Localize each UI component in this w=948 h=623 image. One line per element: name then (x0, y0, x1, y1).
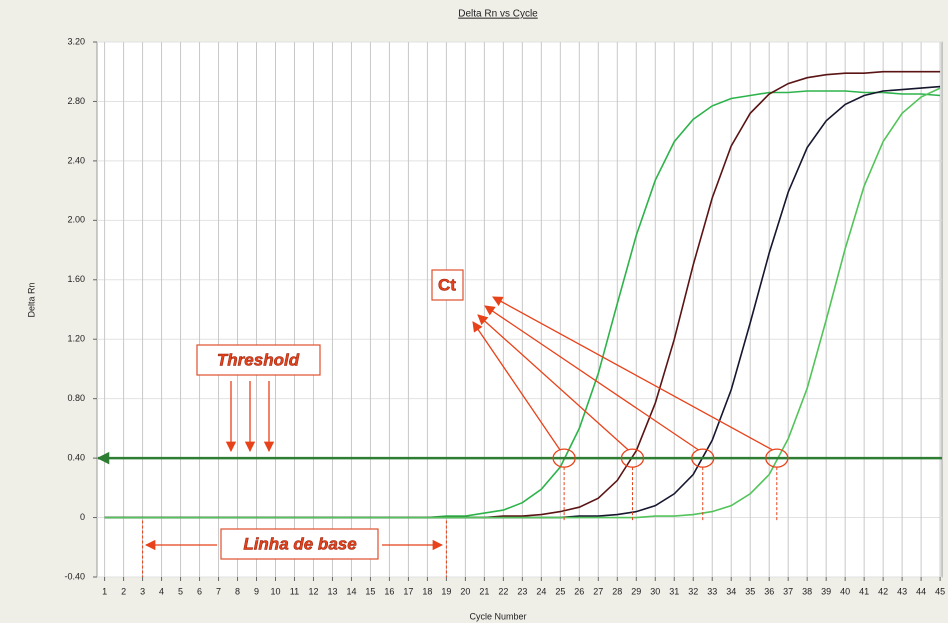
y-tick-label: 2.00 (67, 215, 85, 225)
y-tick-label: 2.40 (67, 155, 85, 165)
x-tick-label: 15 (365, 586, 375, 596)
x-tick-label: 27 (593, 586, 603, 596)
threshold-label: Threshold (217, 350, 300, 369)
y-tick-label: 1.20 (67, 334, 85, 344)
x-tick-label: 38 (802, 586, 812, 596)
x-tick-label: 40 (840, 586, 850, 596)
x-tick-label: 25 (555, 586, 565, 596)
annotations: Threshold Ct Linha de base (142, 269, 789, 577)
y-tick-label: 1.60 (67, 274, 85, 284)
y-tick-label: 0.80 (67, 393, 85, 403)
x-tick-label: 44 (916, 586, 926, 596)
x-tick-label: 28 (612, 586, 622, 596)
baseline-label: Linha de base (243, 534, 356, 553)
x-tick-label: 16 (384, 586, 394, 596)
x-tick-label: 36 (764, 586, 774, 596)
x-tick-label: 21 (479, 586, 489, 596)
x-tick-label: 9 (254, 586, 259, 596)
x-tick-label: 13 (327, 586, 337, 596)
x-tick-label: 8 (235, 586, 240, 596)
y-tick-label: 0.40 (67, 452, 85, 462)
x-tick-label: 3 (140, 586, 145, 596)
baseline-box (220, 528, 379, 560)
y-tick-label: 3.20 (67, 36, 85, 46)
x-tick-label: 45 (935, 586, 945, 596)
chart-title: Delta Rn vs Cycle (458, 9, 538, 20)
x-tick-label: 14 (346, 586, 356, 596)
x-tick-label: 6 (197, 586, 202, 596)
grid (97, 41, 942, 578)
x-tick-label: 43 (897, 586, 907, 596)
x-tick-label: 32 (688, 586, 698, 596)
x-tick-label: 12 (308, 586, 318, 596)
x-tick-label: 42 (878, 586, 888, 596)
x-tick-label: 22 (498, 586, 508, 596)
x-tick-label: 39 (821, 586, 831, 596)
y-axis-label: Delta Rn (26, 282, 36, 317)
ct-arrow (472, 321, 561, 451)
ct-label: Ct (438, 275, 456, 294)
ct-arrow (477, 314, 629, 451)
x-tick-label: 4 (159, 586, 164, 596)
x-tick-label: 5 (178, 586, 183, 596)
x-tick-label: 2 (121, 586, 126, 596)
plot-area (96, 41, 943, 578)
x-tick-label: 37 (783, 586, 793, 596)
x-tick-label: 35 (745, 586, 755, 596)
x-tick-label: 23 (517, 586, 527, 596)
x-tick-label: 11 (290, 586, 299, 596)
x-tick-label: 19 (441, 586, 451, 596)
x-tick-label: 26 (574, 586, 584, 596)
y-tick-label: 2.80 (67, 96, 85, 106)
y-tick-label: -0.40 (64, 571, 85, 581)
x-tick-label: 7 (216, 586, 221, 596)
x-tick-label: 33 (707, 586, 717, 596)
x-tick-label: 41 (859, 586, 869, 596)
lines (96, 70, 942, 519)
x-tick-label: 24 (536, 586, 546, 596)
x-tick-label: 31 (669, 586, 679, 596)
x-tick-label: 34 (726, 586, 736, 596)
x-tick-label: 30 (650, 586, 660, 596)
x-tick-label: 1 (102, 586, 107, 596)
x-axis-label: Cycle Number (469, 611, 526, 621)
x-tick-label: 17 (403, 586, 413, 596)
x-tick-label: 20 (460, 586, 470, 596)
x-tick-label: 18 (422, 586, 432, 596)
x-tick-label: 29 (631, 586, 641, 596)
ct-arrow (484, 305, 700, 451)
threshold-box (196, 344, 321, 376)
y-tick-label: 0 (80, 512, 85, 522)
ct-box (431, 269, 464, 301)
ct-arrow (492, 296, 774, 451)
series-line (104, 87, 941, 519)
x-tick-label: 10 (270, 586, 280, 596)
